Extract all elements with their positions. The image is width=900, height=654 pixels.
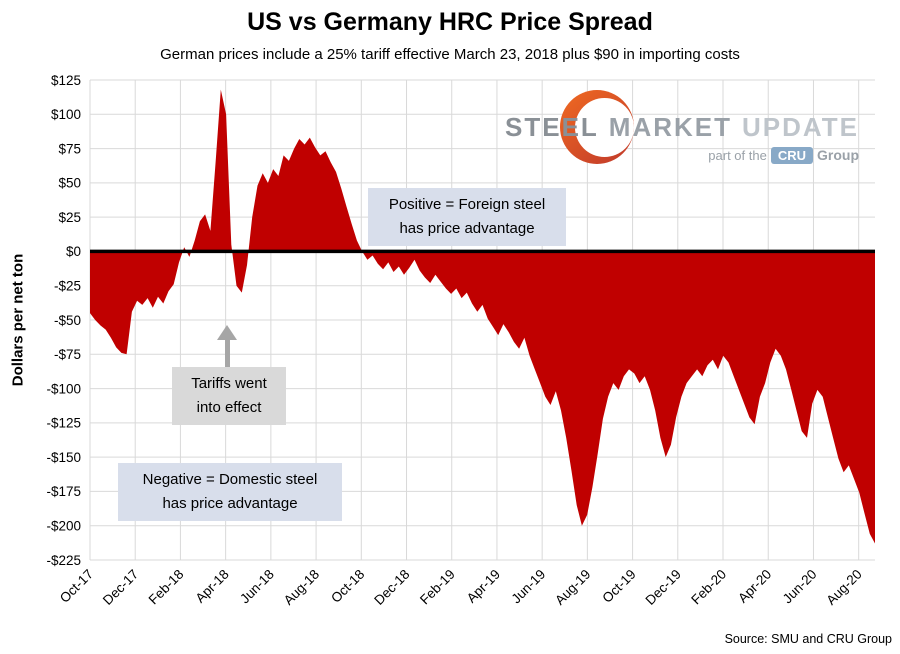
x-tick-label: Dec-19: [643, 567, 684, 608]
x-tick-label: Oct-17: [57, 567, 96, 606]
y-tick-label: -$25: [54, 279, 81, 294]
negative-annotation-line1: Negative = Domestic steel: [142, 471, 318, 488]
negative-annotation: Negative = Domestic steel has price adva…: [118, 463, 342, 521]
x-tick-label: Dec-17: [100, 567, 141, 608]
x-tick-label: Apr-18: [193, 567, 232, 606]
x-tick-label: Apr-19: [464, 567, 503, 606]
y-tick-label: -$225: [46, 553, 81, 568]
x-tick-label: Aug-19: [552, 567, 593, 608]
x-tick-label: Aug-20: [823, 567, 864, 608]
x-tick-label: Feb-19: [417, 567, 458, 608]
positive-annotation: Positive = Foreign steel has price advan…: [368, 188, 566, 246]
y-tick-label: $100: [51, 107, 81, 122]
positive-annotation-line2: has price advantage: [399, 220, 535, 237]
y-tick-label: -$200: [46, 519, 81, 534]
x-tick-label: Jun-20: [780, 567, 820, 607]
tariff-annotation-line1: Tariffs went: [191, 375, 267, 392]
x-tick-label: Feb-20: [688, 567, 729, 608]
y-tick-label: -$100: [46, 381, 81, 396]
page-title: US vs Germany HRC Price Spread: [247, 8, 653, 36]
spread-area-chart: Oct-17 Dec-17 Feb-18 Apr-18 Jun-18 Aug-18 Oct-…: [46, 73, 875, 608]
negative-annotation-line2: has price advantage: [162, 495, 298, 512]
y-tick-label: $0: [66, 244, 81, 259]
positive-annotation-line1: Positive = Foreign steel: [388, 196, 546, 213]
x-tick-label: Feb-18: [146, 567, 187, 608]
y-tick-label: $50: [58, 176, 81, 191]
x-tick-label: Apr-20: [735, 567, 774, 606]
y-tick-label: -$75: [54, 347, 81, 362]
tariff-annotation: Tariffs went into effect: [172, 367, 286, 425]
y-tick-label: -$175: [46, 484, 81, 499]
page-subtitle: German prices include a 25% tariff effec…: [160, 46, 740, 63]
y-tick-label: $75: [58, 141, 81, 156]
x-tick-label: Jun-18: [237, 567, 277, 607]
y-tick-label: $25: [58, 210, 81, 225]
x-tick-label: Jun-19: [508, 567, 548, 607]
x-tick-label: Dec-18: [371, 567, 412, 608]
x-tick-label: Oct-19: [599, 567, 638, 606]
spread-area-series: [90, 89, 875, 544]
x-tick-label: Aug-18: [281, 567, 322, 608]
y-tick-label: $125: [51, 73, 81, 88]
x-tick-label: Oct-18: [328, 567, 367, 606]
y-tick-label: -$150: [46, 450, 81, 465]
source-text: Source: SMU and CRU Group: [724, 632, 892, 646]
y-tick-label: -$125: [46, 416, 81, 431]
tariff-arrow-icon: [225, 340, 230, 368]
tariff-arrowhead-icon: [217, 325, 237, 340]
tariff-annotation-line2: into effect: [196, 399, 262, 416]
y-tick-label: -$50: [54, 313, 81, 328]
